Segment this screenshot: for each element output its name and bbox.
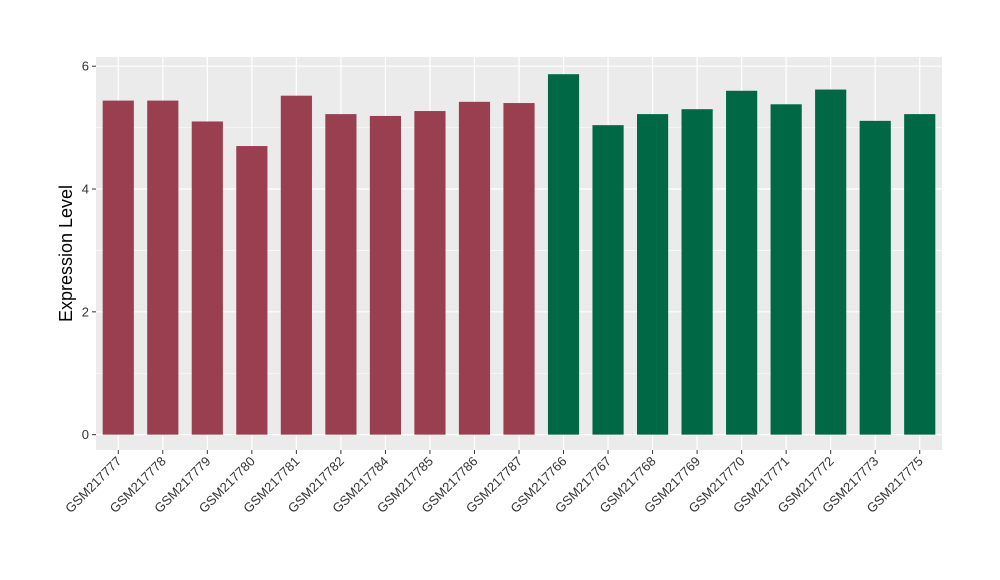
y-axis-title: Expression Level (56, 185, 76, 322)
bar-GSM217769 (681, 109, 713, 435)
bar-GSM217786 (458, 101, 491, 435)
x-axis: GSM217777GSM217778GSM217779GSM217780GSM2… (62, 450, 926, 516)
bar-GSM217781 (280, 95, 312, 435)
y-tick-label: 0 (82, 427, 89, 442)
bar-GSM217780 (236, 146, 268, 435)
bar-GSM217782 (325, 114, 357, 435)
bars (102, 74, 936, 435)
y-axis: 0 2 4 6 (82, 59, 96, 442)
bar-GSM217785 (414, 111, 446, 435)
bar-GSM217787 (503, 103, 535, 435)
bar-GSM217773 (859, 120, 891, 435)
y-tick-label: 4 (82, 182, 89, 197)
bar-GSM217779 (191, 121, 223, 435)
bar-GSM217772 (815, 89, 847, 435)
bar-GSM217770 (726, 90, 758, 435)
bar-GSM217778 (147, 100, 179, 435)
bar-GSM217768 (636, 114, 669, 435)
bar-GSM217766 (547, 74, 580, 435)
bar-GSM217775 (904, 114, 936, 435)
y-tick-label: 6 (82, 59, 89, 74)
bar-GSM217767 (592, 125, 624, 435)
bar-GSM217777 (102, 100, 134, 435)
bar-GSM217771 (770, 104, 802, 435)
bar-GSM217784 (369, 115, 402, 435)
y-tick-label: 2 (82, 304, 89, 319)
